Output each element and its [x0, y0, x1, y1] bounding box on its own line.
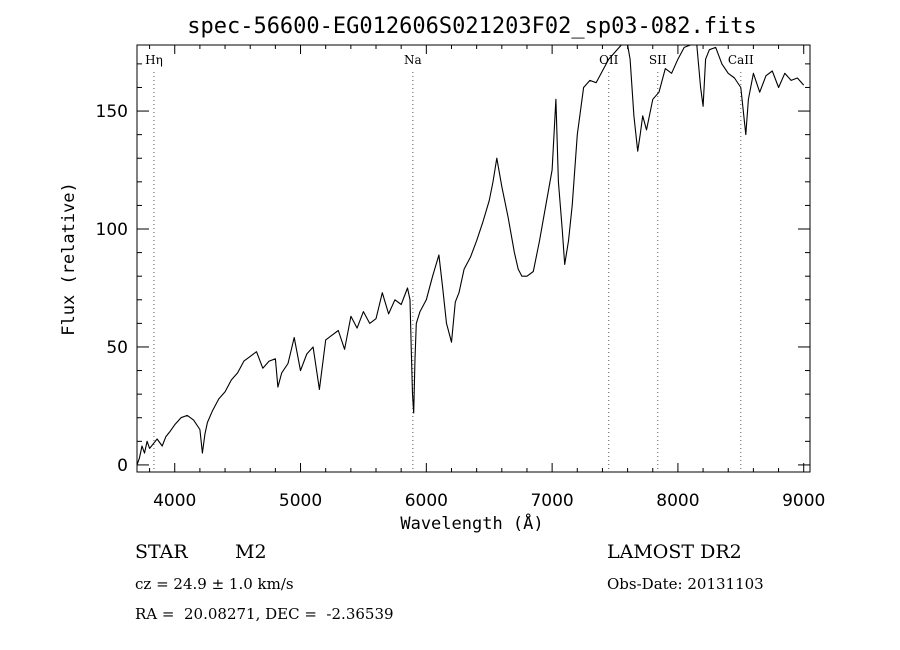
line-marker-label: Na	[404, 53, 422, 67]
chart-title: spec-56600-EG012606S021203F02_sp03-082.f…	[187, 14, 757, 39]
y-axis-label: Flux (relative)	[59, 182, 79, 336]
x-tick-label: 6000	[405, 491, 448, 511]
survey-label: LAMOST DR2	[607, 541, 742, 563]
line-marker-label: SII	[649, 53, 667, 67]
x-tick-label: 7000	[530, 491, 573, 511]
y-tick-label: 0	[117, 456, 128, 476]
redshift-text: cz = 24.9 ± 1.0 km/s	[135, 575, 294, 593]
x-tick-label: 5000	[279, 491, 322, 511]
plot-frame	[136, 44, 811, 473]
y-tick-label: 50	[106, 338, 128, 358]
y-tick-label: 100	[96, 220, 128, 240]
line-marker-label: CaII	[728, 53, 754, 67]
line-markers: Hη Na OII SII CaII	[145, 53, 754, 472]
x-tick-label: 9000	[782, 491, 825, 511]
x-axis-label: Wavelength (Å)	[400, 512, 543, 534]
coordinates-text: RA = 20.08271, DEC = -2.36539	[135, 605, 394, 623]
x-tick-label: 4000	[153, 491, 196, 511]
x-tick-label: 8000	[656, 491, 699, 511]
obs-date-text: Obs-Date: 20131103	[607, 575, 764, 593]
series-layer	[136, 44, 805, 466]
object-subclass: M2	[235, 541, 267, 563]
axis-ticks: 4000 5000 6000 7000 8000 9000 0 50 100 150	[96, 45, 825, 511]
object-class: STAR	[135, 541, 188, 563]
y-tick-label: 150	[96, 102, 128, 122]
line-marker-label: Hη	[145, 53, 163, 67]
spectrum-line	[136, 44, 805, 466]
